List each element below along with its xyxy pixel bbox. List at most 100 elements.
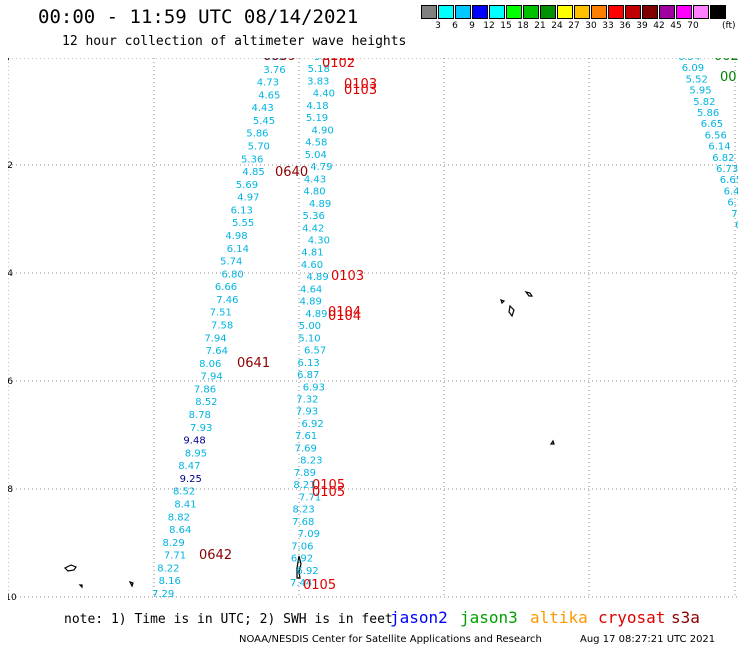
pass-time-label: 0104 [328,305,361,320]
pass-time-label: 0641 [237,356,270,371]
axis-tick-labels: 0-2-4-6-8-10454851545760 [8,58,17,603]
wave-height-value: 6.54 [678,58,700,63]
island-outline [296,555,302,579]
scale-label: 12 [483,21,495,31]
scale-label: 3 [435,21,441,31]
wave-height-value: 8.41 [174,500,196,511]
wave-height-value: 5.70 [248,142,270,153]
scale-swatch [574,5,590,19]
wave-height-value: 7.06 [291,541,313,552]
wave-height-value: 7.68 [292,517,314,528]
wave-height-value: 7.89 [294,468,316,479]
wave-height-value: 4.42 [302,223,324,234]
scale-label: 9 [469,21,475,31]
wave-height-value: 4.89 [300,297,322,308]
y-tick-label: -4 [8,269,13,279]
wave-height-value: 5.55 [232,218,254,229]
wave-height-value: 6.82 [712,153,734,164]
wave-height-value: 6.13 [298,358,320,369]
wave-height-value: 6.57 [304,346,326,357]
wave-height-value: 8.64 [169,525,191,536]
island-outline [524,291,534,297]
scale-swatch [438,5,454,19]
pass-time-label: 0103 [344,77,377,92]
wave-height-value: 5.95 [689,86,711,97]
wave-height-value: 8.82 [168,512,190,523]
wave-observations: 4.393.764.734.654.435.455.865.705.364.85… [152,58,738,600]
wave-height-value: 4.80 [303,187,325,198]
scale-swatch [659,5,675,19]
wave-height-value: 6.80 [221,269,243,280]
wave-height-value: 7.58 [211,321,233,332]
wave-height-value: 4.64 [300,284,322,295]
wave-height-value: 7.29 [152,589,174,600]
wave-height-value: 6.93 [303,382,325,393]
wave-height-value: 4.89 [305,309,327,320]
island-outline [500,299,506,305]
wave-height-value: 8.52 [173,487,195,498]
pass-time-label: 00 [720,70,737,85]
wave-height-value: 5.86 [246,129,268,140]
island-outline [549,439,555,445]
wave-height-value: 6.80 [735,220,738,231]
wave-height-value: 8.22 [157,563,179,574]
wave-height-value: 7.94 [204,333,226,344]
wave-height-value: 4.40 [313,89,335,100]
pass-time-label: 0105 [312,478,345,493]
satellite-legend-cryosat: cryosat [598,608,666,627]
wave-height-value: 6.65 [720,175,738,186]
wave-height-value: 5.36 [303,211,325,222]
scale-swatch [642,5,658,19]
island-outline [63,564,77,572]
satellite-legend-altika: altika [530,608,588,627]
scale-swatch [506,5,522,19]
generated-timestamp: Aug 17 08:27:21 UTC 2021 [580,634,716,645]
wave-height-value: 8.21 [293,480,315,491]
scale-label: 70 [687,21,699,31]
wave-height-value: 7.02 [731,209,738,220]
wave-height-value: 3.76 [263,65,285,76]
scale-label: 6 [452,21,458,31]
wave-height-value: 7.32 [296,395,318,406]
island-outline [508,304,515,318]
wave-height-value: 6.14 [708,142,730,153]
wave-height-value: 8.16 [159,576,181,587]
wave-height-value: 4.85 [242,167,264,178]
wave-height-value: 4.18 [306,101,328,112]
wave-height-value: 8.95 [185,448,207,459]
wave-height-value: 4.98 [225,231,247,242]
wave-height-value: 7.46 [216,295,238,306]
island-outline [78,584,83,589]
wave-height-value: 4.81 [301,248,323,259]
scale-label: 18 [517,21,529,31]
scale-swatch [540,5,556,19]
wave-height-value: 7.44 [290,578,312,589]
pass-time-label: 0102 [322,58,355,71]
wave-height-value: 4.58 [305,138,327,149]
y-tick-label: -2 [8,161,13,171]
scale-unit-label: (ft) [722,21,736,31]
wave-height-value: 5.36 [241,154,263,165]
pass-time-label: 002 [714,58,738,64]
island-outline [128,580,134,588]
wave-height-value: 5.82 [693,97,715,108]
scale-label: 45 [670,21,682,31]
wave-height-value: 4.90 [311,125,333,136]
scale-label: 30 [585,21,597,31]
scale-swatch [693,5,709,19]
scale-label: 24 [551,21,563,31]
pass-time-label: 0642 [199,548,232,563]
map-grid [8,58,738,598]
pass-time-label: 0105 [312,485,345,500]
wave-height-value: 7.93 [296,407,318,418]
wave-height-value: 6.92 [291,554,313,565]
scale-swatch [557,5,573,19]
pass-time-label: 0103 [344,83,377,98]
wave-height-value: 5.18 [308,64,330,75]
wave-height-value: 5.19 [306,113,328,124]
wave-height-map: 0-2-4-6-8-10454851545760 4.393.764.734.6… [8,58,738,603]
wave-height-value: 6.41 [724,186,738,197]
wave-height-value: 6.92 [296,566,318,577]
scale-swatch [591,5,607,19]
wave-height-value: 7.51 [210,308,232,319]
